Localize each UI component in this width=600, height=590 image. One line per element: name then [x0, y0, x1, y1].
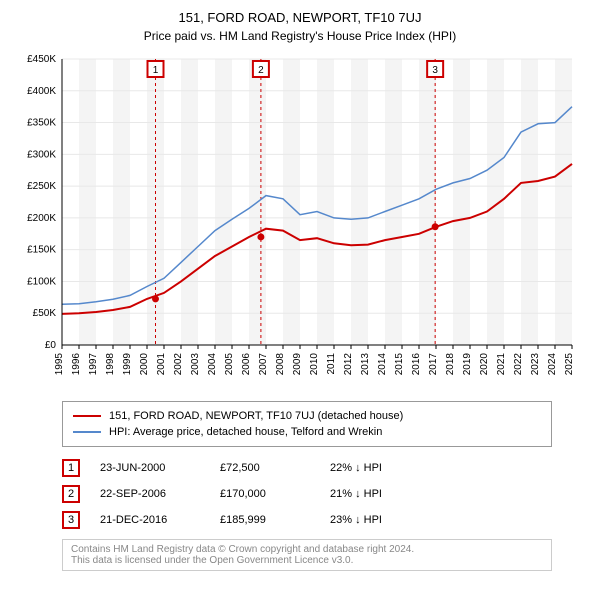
- legend-label: HPI: Average price, detached house, Telf…: [109, 426, 382, 438]
- svg-text:2014: 2014: [377, 353, 388, 376]
- svg-text:2017: 2017: [428, 353, 439, 376]
- svg-text:2025: 2025: [564, 353, 575, 376]
- sale-hpi-diff: 22% ↓ HPI: [330, 462, 382, 474]
- svg-text:2002: 2002: [173, 353, 184, 376]
- svg-text:2023: 2023: [530, 353, 541, 376]
- svg-text:2019: 2019: [462, 353, 473, 376]
- svg-text:2012: 2012: [343, 353, 354, 376]
- svg-text:£400K: £400K: [27, 86, 56, 97]
- svg-text:2013: 2013: [360, 353, 371, 376]
- sales-row: 2 22-SEP-2006 £170,000 21% ↓ HPI: [62, 481, 552, 507]
- svg-text:£350K: £350K: [27, 118, 56, 129]
- svg-text:2015: 2015: [394, 353, 405, 376]
- chart-title: 151, FORD ROAD, NEWPORT, TF10 7UJ: [14, 10, 586, 25]
- sale-price: £185,999: [220, 514, 310, 526]
- svg-text:£100K: £100K: [27, 276, 56, 287]
- svg-text:2004: 2004: [207, 353, 218, 376]
- svg-text:1995: 1995: [54, 353, 65, 376]
- svg-text:1999: 1999: [122, 353, 133, 376]
- svg-text:1: 1: [153, 65, 159, 76]
- svg-text:2010: 2010: [309, 353, 320, 376]
- svg-text:£200K: £200K: [27, 213, 56, 224]
- legend-row: HPI: Average price, detached house, Telf…: [73, 424, 541, 440]
- page-container: 151, FORD ROAD, NEWPORT, TF10 7UJ Price …: [0, 0, 600, 581]
- svg-text:£0: £0: [45, 340, 57, 351]
- sale-marker-box: 3: [62, 511, 80, 529]
- svg-text:2003: 2003: [190, 353, 201, 376]
- sale-hpi-diff: 23% ↓ HPI: [330, 514, 382, 526]
- svg-text:2011: 2011: [326, 353, 337, 375]
- svg-text:2: 2: [258, 65, 264, 76]
- footnote-line2: This data is licensed under the Open Gov…: [71, 555, 543, 566]
- svg-text:2020: 2020: [479, 353, 490, 376]
- svg-text:£250K: £250K: [27, 181, 56, 192]
- chart-area: £0 £50K £100K £150K £200K £250K £300K £350K £400…: [14, 51, 584, 391]
- legend-swatch: [73, 431, 101, 433]
- svg-text:2016: 2016: [411, 353, 422, 376]
- svg-text:3: 3: [432, 65, 438, 76]
- svg-text:2007: 2007: [258, 353, 269, 376]
- price-chart: £0 £50K £100K £150K £200K £250K £300K £350K £400…: [14, 51, 584, 391]
- svg-text:1996: 1996: [71, 353, 82, 376]
- svg-text:2024: 2024: [547, 353, 558, 376]
- svg-text:1997: 1997: [88, 353, 99, 376]
- sale-marker-box: 1: [62, 459, 80, 477]
- svg-text:£150K: £150K: [27, 245, 56, 256]
- chart-subtitle: Price paid vs. HM Land Registry's House …: [14, 29, 586, 43]
- sale-marker-box: 2: [62, 485, 80, 503]
- svg-text:2000: 2000: [139, 353, 150, 376]
- svg-text:£50K: £50K: [33, 308, 57, 319]
- svg-text:2008: 2008: [275, 353, 286, 376]
- svg-text:2005: 2005: [224, 353, 235, 376]
- sales-table: 1 23-JUN-2000 £72,500 22% ↓ HPI 2 22-SEP-2006…: [62, 455, 552, 533]
- svg-text:2018: 2018: [445, 353, 456, 376]
- svg-text:£450K: £450K: [27, 54, 56, 65]
- sale-price: £170,000: [220, 488, 310, 500]
- footnote: Contains HM Land Registry data © Crown c…: [62, 539, 552, 571]
- sales-row: 3 21-DEC-2016 £185,999 23% ↓ HPI: [62, 507, 552, 533]
- sale-price: £72,500: [220, 462, 310, 474]
- footnote-line1: Contains HM Land Registry data © Crown c…: [71, 544, 543, 555]
- legend-row: 151, FORD ROAD, NEWPORT, TF10 7UJ (detac…: [73, 408, 541, 424]
- svg-text:1998: 1998: [105, 353, 116, 376]
- sale-hpi-diff: 21% ↓ HPI: [330, 488, 382, 500]
- legend-label: 151, FORD ROAD, NEWPORT, TF10 7UJ (detac…: [109, 410, 403, 422]
- sale-date: 21-DEC-2016: [100, 514, 200, 526]
- legend-box: 151, FORD ROAD, NEWPORT, TF10 7UJ (detac…: [62, 401, 552, 447]
- svg-text:2006: 2006: [241, 353, 252, 376]
- sales-row: 1 23-JUN-2000 £72,500 22% ↓ HPI: [62, 455, 552, 481]
- svg-text:£300K: £300K: [27, 149, 56, 160]
- svg-text:2009: 2009: [292, 353, 303, 376]
- sale-date: 22-SEP-2006: [100, 488, 200, 500]
- svg-text:2001: 2001: [156, 353, 167, 376]
- svg-text:2021: 2021: [496, 353, 507, 376]
- sale-date: 23-JUN-2000: [100, 462, 200, 474]
- legend-swatch: [73, 415, 101, 417]
- svg-text:2022: 2022: [513, 353, 524, 376]
